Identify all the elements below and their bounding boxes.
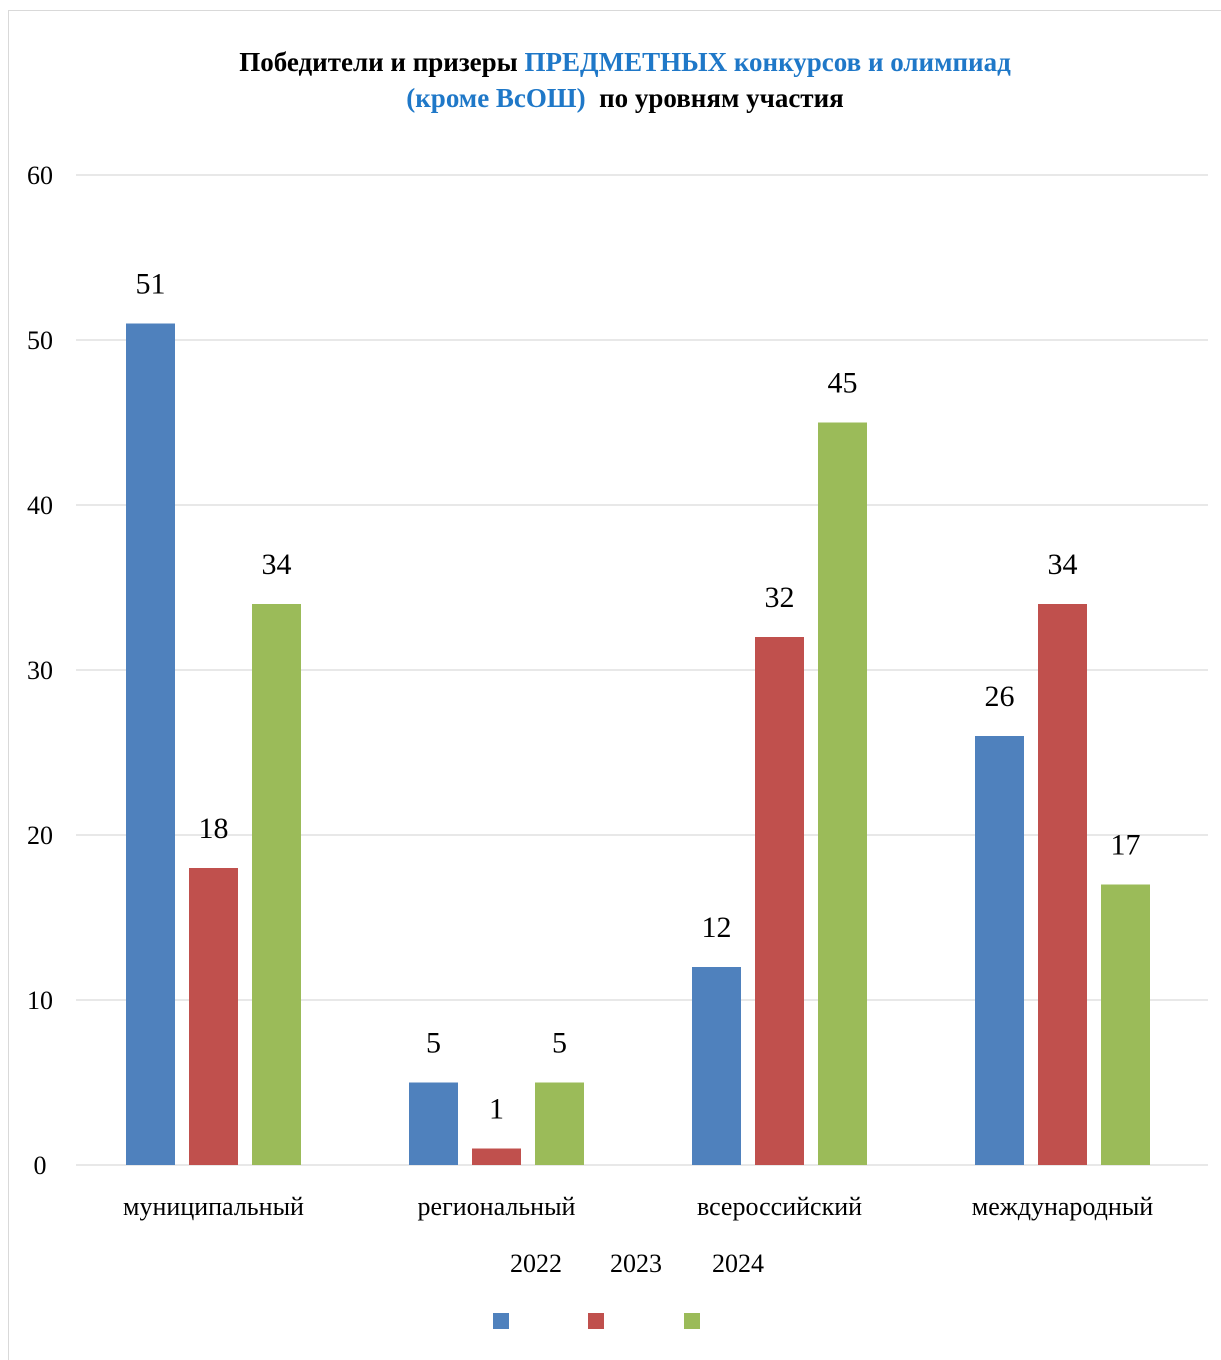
y-tick-label-20: 20 bbox=[27, 821, 53, 850]
bar-2022-1 bbox=[409, 1082, 458, 1165]
bar-2022-2 bbox=[692, 967, 741, 1165]
bar-2023-3 bbox=[1038, 604, 1087, 1165]
title-part-3: (кроме ВсОШ) bbox=[406, 83, 586, 113]
legend-swatch-2022 bbox=[493, 1313, 509, 1329]
y-tick-label-50: 50 bbox=[27, 326, 53, 355]
title-part-2: ПРЕДМЕТНЫХ конкурсов и олимпиад bbox=[524, 47, 1011, 77]
bar-2023-2 bbox=[755, 637, 804, 1165]
title-line-2: (кроме ВсОШ) по уровням участия bbox=[0, 80, 1221, 116]
title-part-1: Победители и призеры bbox=[239, 47, 525, 77]
y-tick-label-0: 0 bbox=[34, 1151, 47, 1180]
category-label-0: муниципальный bbox=[123, 1192, 304, 1221]
y-tick-label-40: 40 bbox=[27, 491, 53, 520]
legend-swatch-2023 bbox=[588, 1313, 604, 1329]
y-tick-label-10: 10 bbox=[27, 986, 53, 1015]
data-label-2024-0: 34 bbox=[262, 548, 292, 581]
bar-2022-3 bbox=[975, 736, 1024, 1165]
data-label-2023-3: 34 bbox=[1048, 548, 1078, 581]
legend: 2022 2023 2024 bbox=[493, 1249, 764, 1329]
bar-2024-1 bbox=[535, 1082, 584, 1165]
data-label-2024-1: 5 bbox=[552, 1027, 567, 1060]
legend-label-2024: 2024 bbox=[712, 1249, 764, 1278]
bar-2023-1 bbox=[472, 1148, 521, 1165]
data-label-2024-3: 17 bbox=[1111, 829, 1141, 862]
data-label-2023-0: 18 bbox=[199, 812, 229, 845]
data-label-2023-2: 32 bbox=[765, 581, 795, 614]
category-label-3: международный bbox=[972, 1192, 1154, 1221]
category-label-2: всероссийский bbox=[697, 1192, 862, 1221]
category-label-1: региональный bbox=[418, 1192, 576, 1221]
y-tick-label-30: 30 bbox=[27, 656, 53, 685]
title-part-4: по уровням участия bbox=[585, 83, 844, 113]
legend-label-2022: 2022 bbox=[510, 1249, 562, 1278]
bars bbox=[126, 323, 1150, 1165]
y-axis: 0 10 20 30 40 50 60 bbox=[27, 161, 53, 1180]
data-label-2022-0: 51 bbox=[136, 268, 166, 301]
chart-title: Победители и призеры ПРЕДМЕТНЫХ конкурсо… bbox=[0, 44, 1221, 116]
bar-2023-0 bbox=[189, 868, 238, 1165]
bar-2022-0 bbox=[126, 323, 175, 1165]
legend-label-2023: 2023 bbox=[610, 1249, 662, 1278]
bar-2024-3 bbox=[1101, 884, 1150, 1165]
title-line-1: Победители и призеры ПРЕДМЕТНЫХ конкурсо… bbox=[0, 44, 1221, 80]
data-label-2023-1: 1 bbox=[489, 1093, 504, 1126]
chart-frame bbox=[8, 10, 1221, 1360]
legend-swatch-2024 bbox=[684, 1313, 700, 1329]
data-label-2022-3: 26 bbox=[985, 680, 1015, 713]
x-axis: муниципальный региональный всероссийский ме… bbox=[123, 1192, 1153, 1221]
bar-2024-0 bbox=[252, 604, 301, 1165]
bar-2024-2 bbox=[818, 422, 867, 1165]
data-label-2022-1: 5 bbox=[426, 1027, 441, 1060]
data-label-2022-2: 12 bbox=[702, 911, 732, 944]
data-label-2024-2: 45 bbox=[828, 367, 858, 400]
y-tick-label-60: 60 bbox=[27, 161, 53, 190]
